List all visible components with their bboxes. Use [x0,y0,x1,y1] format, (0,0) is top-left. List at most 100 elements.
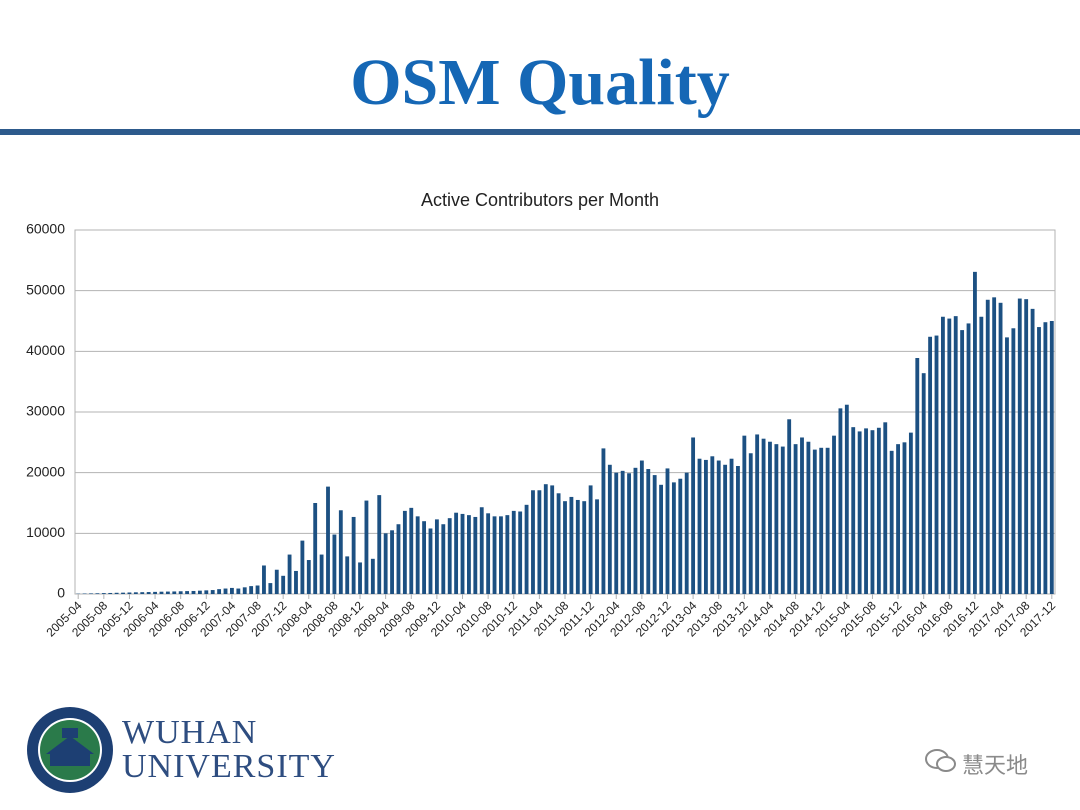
bar [844,404,849,594]
bar [934,335,939,594]
bar [896,444,900,594]
bar [210,590,215,594]
bar [486,513,491,594]
bar [755,434,760,594]
bar [108,592,113,594]
bar [639,460,644,594]
slide-title: OSM Quality [350,46,730,119]
watermark: 慧天地 [962,753,1029,778]
bar [249,586,254,594]
bar [710,456,715,594]
bar [473,516,478,594]
bar [518,511,523,594]
bar [979,316,984,594]
bar [684,472,689,594]
bar [716,460,721,594]
bar [153,591,157,594]
bar [768,441,772,594]
bar [543,484,548,594]
bar [736,465,740,594]
bar [723,464,728,594]
bar [921,373,926,594]
bar [140,592,145,594]
bar [204,590,209,594]
bar [992,297,997,594]
bar [633,467,638,594]
bar [127,592,132,594]
bar [614,472,619,594]
bar [197,590,202,594]
bar [313,503,318,594]
bar [556,493,561,594]
bar [947,318,952,594]
bar [338,510,343,594]
bar [165,591,170,594]
bar [985,299,990,594]
y-tick-label: 40000 [26,342,65,358]
bar [883,422,888,594]
y-tick-label: 20000 [26,463,65,479]
bar [159,591,164,594]
bar [998,302,1003,594]
y-tick-label: 30000 [26,403,65,419]
bar [178,591,183,594]
bar [800,437,804,594]
bar [940,316,945,594]
bar [787,419,792,594]
bar [646,469,651,594]
bar [255,585,260,594]
bar [114,592,119,594]
title-rule [0,129,1080,135]
bar [902,442,907,594]
bar [864,428,868,594]
bar [396,524,401,594]
bar [479,507,484,594]
bar [306,560,311,594]
bar [447,518,452,594]
bar [812,449,817,594]
bar [294,570,298,594]
bar [1037,327,1041,594]
bar [973,271,977,594]
bar [550,485,555,594]
bar [422,521,427,594]
bar [1049,321,1054,594]
bar [511,510,516,594]
bar [1017,298,1022,594]
bar [236,588,241,594]
bar [223,588,228,594]
bar [467,515,471,594]
bar [729,458,734,594]
bar [665,468,670,594]
bar [832,435,836,594]
bar [627,473,631,594]
bar [908,432,913,594]
bar [691,437,696,594]
bar [889,450,894,594]
bar [620,470,625,594]
bar [1030,308,1035,594]
bar [697,458,702,594]
bar [415,516,420,594]
y-tick-label: 60000 [26,221,65,237]
y-tick-label: 50000 [26,281,65,297]
bar [748,453,753,594]
bar [960,330,965,594]
logo-line1: WUHAN [122,714,258,751]
bar [332,534,337,594]
bar [806,441,811,594]
bar [870,430,875,594]
bar [857,431,862,594]
bar [499,516,503,594]
bar [575,499,580,594]
wechat-icon [925,749,956,772]
bar [563,501,567,594]
bar [953,316,958,594]
bar [370,558,375,594]
bar [582,501,587,594]
bar [402,510,407,594]
bar [537,490,542,594]
bar [172,591,177,594]
bar [409,507,414,594]
bar [262,565,266,594]
